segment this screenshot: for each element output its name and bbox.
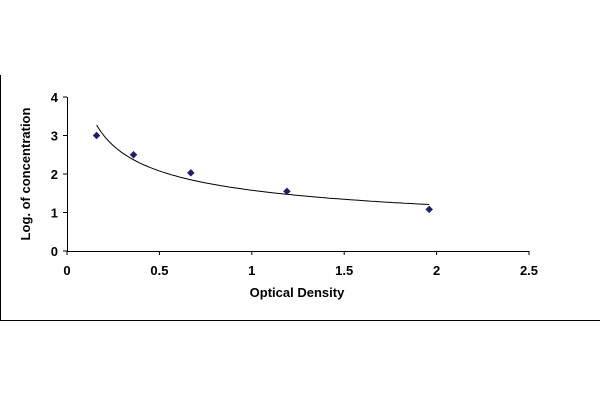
x-tick-label: 0 <box>63 263 70 278</box>
x-axis-title: Optical Density <box>250 285 345 300</box>
y-tick-label: 0 <box>51 244 58 259</box>
data-point-marker <box>186 168 195 177</box>
data-point-marker <box>425 205 434 214</box>
data-point-marker <box>92 131 101 140</box>
axes <box>67 97 529 252</box>
data-points <box>92 131 434 214</box>
y-tick-label: 3 <box>51 129 58 144</box>
y-tick-label: 4 <box>51 90 59 105</box>
x-tick-label: 2 <box>433 263 440 278</box>
y-tick-label: 2 <box>51 167 58 182</box>
y-tick-label: 1 <box>51 206 58 221</box>
fit-curve-group <box>96 124 430 205</box>
data-point-marker <box>283 187 291 196</box>
fit-curve <box>96 124 430 205</box>
ticks: 0 1 2 3 4 0 0.5 1 1.5 2 2.5 <box>51 90 538 278</box>
x-tick-label: 2.5 <box>520 263 538 278</box>
x-tick-label: 1 <box>248 263 255 278</box>
x-tick-label: 0.5 <box>150 263 168 278</box>
x-tick-label: 1.5 <box>335 263 353 278</box>
data-point-marker <box>129 150 138 159</box>
y-axis-title: Log. of concentration <box>18 108 33 241</box>
